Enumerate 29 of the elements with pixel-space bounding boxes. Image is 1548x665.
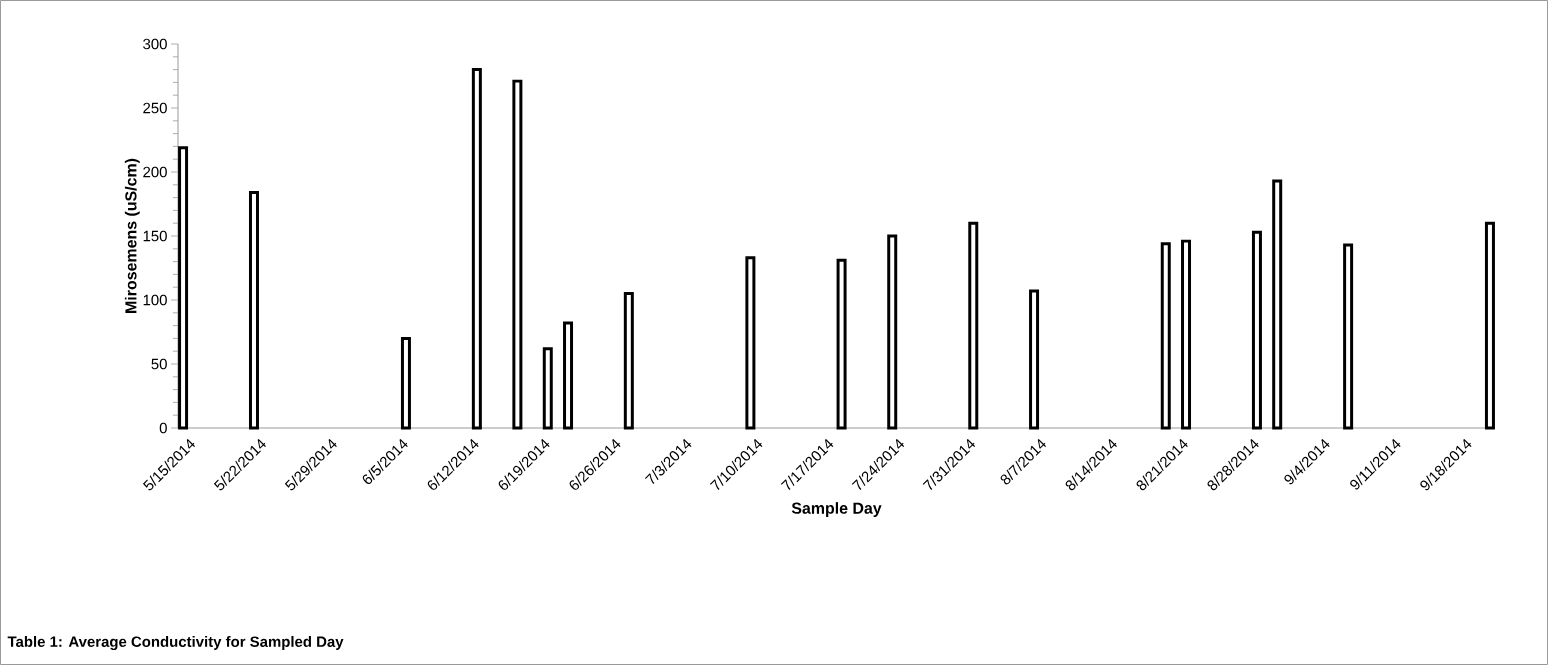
bar <box>887 234 898 430</box>
bar <box>836 258 847 430</box>
bar <box>1272 179 1283 430</box>
bar <box>1251 230 1262 430</box>
y-tick-label: 0 <box>159 422 167 434</box>
y-tick-label: 50 <box>151 358 167 370</box>
x-axis-title: Sample Day <box>791 502 882 517</box>
bar <box>178 146 189 430</box>
bar <box>542 347 553 430</box>
bar <box>400 336 411 430</box>
y-tick-label: 100 <box>143 294 167 306</box>
y-tick-label: 300 <box>143 38 167 50</box>
bar <box>248 190 259 430</box>
bar <box>1343 243 1354 430</box>
bar <box>623 292 634 430</box>
bar <box>968 221 979 430</box>
bar <box>1181 239 1192 430</box>
y-tick-label: 200 <box>143 166 167 178</box>
caption: Table 1: Average Conductivity for Sampled Day <box>7 636 344 650</box>
y-axis-title: Mirosemens (uS/cm) <box>124 158 140 313</box>
y-tick-label: 250 <box>143 102 167 114</box>
bar <box>471 68 482 430</box>
bar <box>563 321 574 430</box>
bar <box>1484 221 1495 430</box>
bar <box>1029 289 1040 430</box>
bar <box>512 79 523 430</box>
y-tick-label: 150 <box>143 230 167 242</box>
bar <box>745 256 756 430</box>
bar <box>1160 242 1171 430</box>
